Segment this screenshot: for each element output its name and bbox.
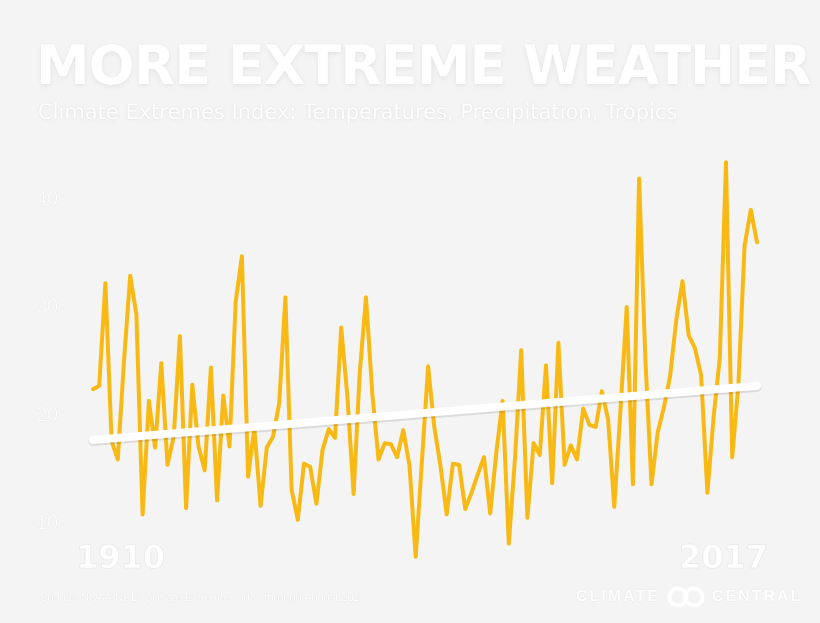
y-tick-label: 30 <box>36 296 58 318</box>
source-note: Source: NOAA/NCEI Climate Extremes Index… <box>40 592 366 604</box>
climate-central-logo[interactable]: CLIMATE CENTRAL <box>576 586 802 608</box>
climate-central-logo-icon <box>667 586 705 608</box>
y-tick-label: 40 <box>36 188 58 210</box>
logo-text-climate: CLIMATE <box>576 588 660 605</box>
cei-series-line <box>91 160 759 559</box>
trend-line <box>89 381 761 444</box>
trend-layer <box>88 381 762 446</box>
x-tick-label: 2017 <box>679 538 768 576</box>
y-axis-ticks: 10 20 30 40 <box>36 188 59 535</box>
logo-text-central: CENTRAL <box>711 588 803 605</box>
chart-title: MORE EXTREME WEATHER <box>36 34 812 97</box>
y-tick-label: 10 <box>36 512 58 534</box>
series-layer <box>91 160 759 559</box>
y-tick-label: 20 <box>36 404 58 426</box>
x-axis-ticks: 1910 2017 <box>76 538 769 577</box>
x-tick-label: 1910 <box>76 538 165 576</box>
chart-subtitle: Climate Extremes Index: Temperatures, Pr… <box>38 100 678 124</box>
